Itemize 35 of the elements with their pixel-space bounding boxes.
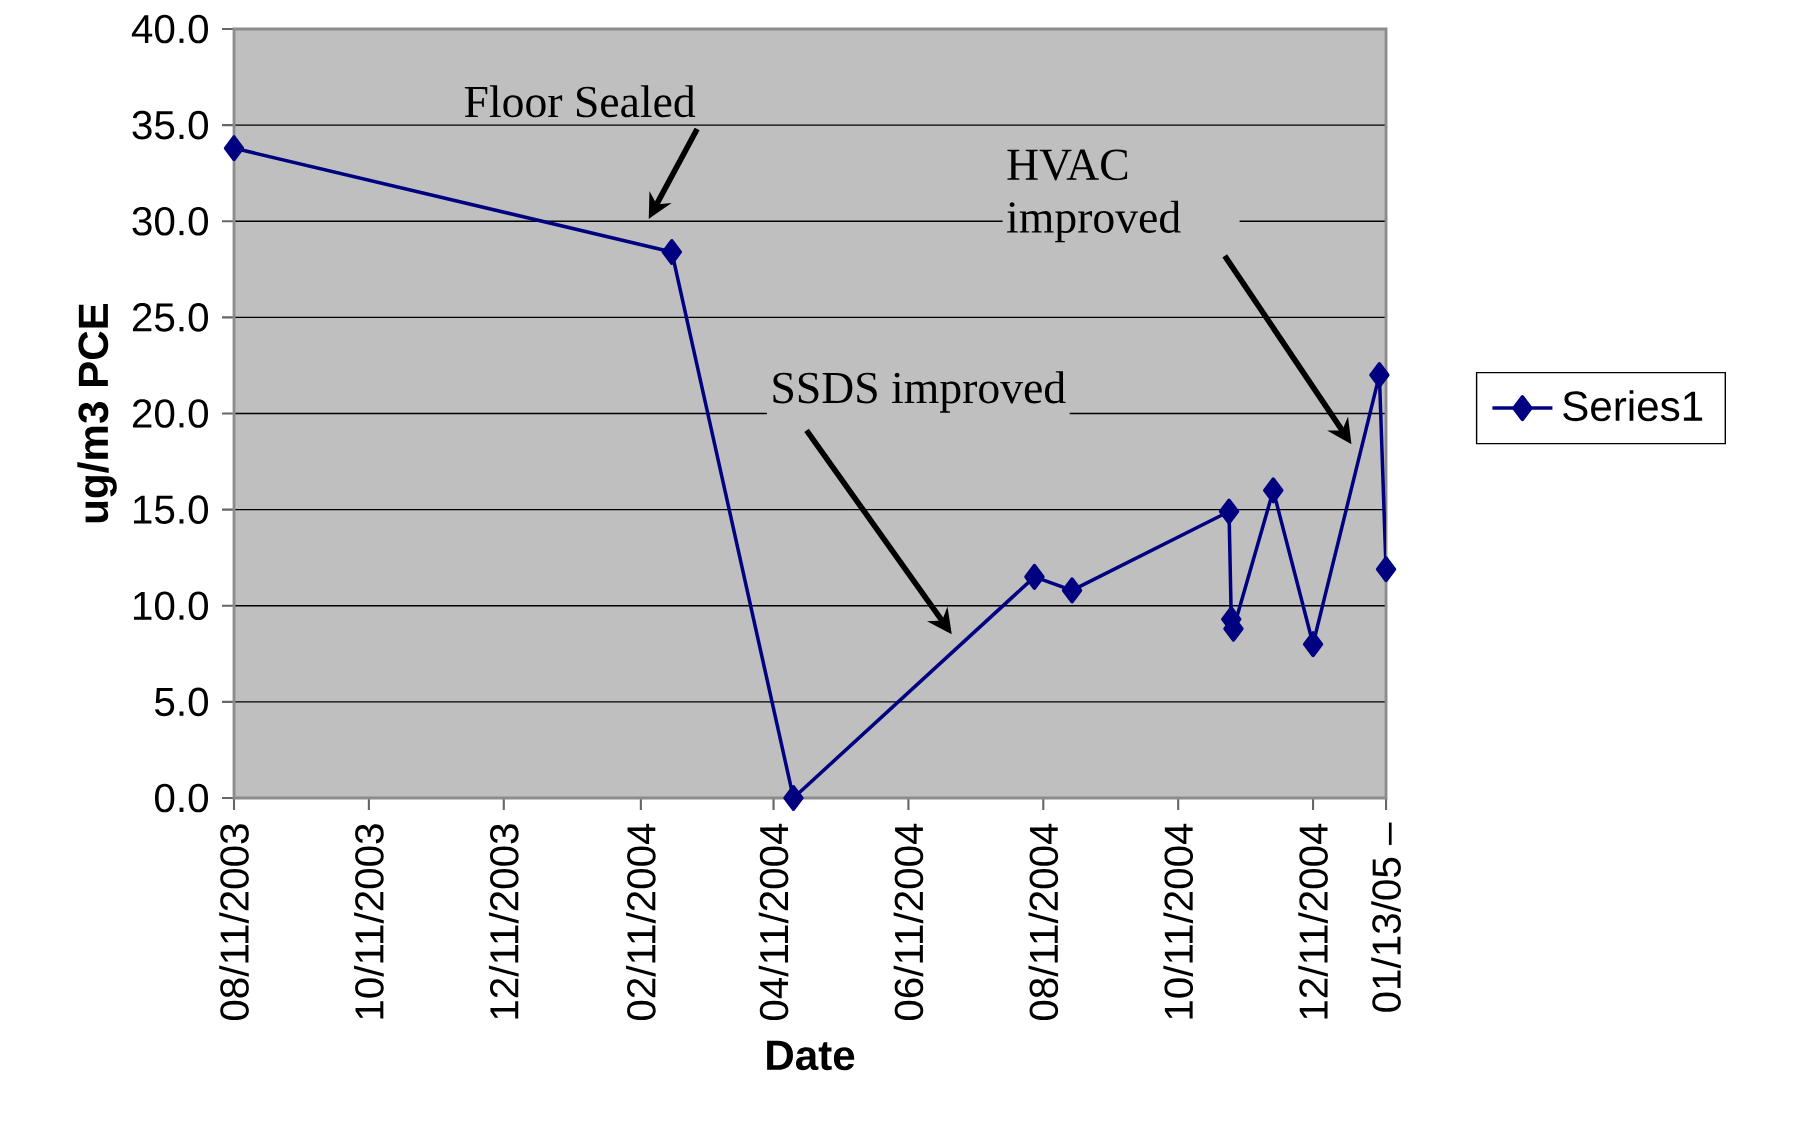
x-tick-label: 08/11/2003 [219,824,249,1021]
y-tick-label: 25.0 [132,303,208,332]
x-tick-label: 10/11/2004 [1163,823,1194,1019]
point [1218,498,1240,525]
point [1375,556,1397,583]
x-tick-label: 06/11/2004 [893,823,924,1021]
x-tick-label: 12/11/2004 [1298,823,1328,1019]
annotation: HVAC improved [1007,149,1181,243]
annotation: Floor Sealed [464,85,696,118]
y-tick-label: 35.0 [132,110,208,140]
y-tick-label: 30.0 [132,206,208,236]
x-tick-label: 01/13/05 – [1371,822,1401,1012]
y-tick-label: 15.0 [134,495,208,524]
point [1369,362,1390,389]
point [1024,563,1045,590]
y-axis-title: ug/m3 PCE [77,303,117,523]
x-tick-label: 10/11/2003 [354,824,384,1019]
annotation: SSDS improved [773,371,1066,413]
point [661,239,683,266]
x-tick-label: 04/11/2004 [758,823,789,1021]
y-tick-label: 5.0 [155,687,208,717]
x-tick-label: 08/11/2004 [1028,823,1059,1021]
y-tick-label: 0.0 [155,783,208,813]
point [1263,477,1284,504]
y-tick-label: 10.0 [134,591,208,621]
x-axis-title: Date [767,1040,855,1071]
point [223,135,245,162]
y-tick-label: 40.0 [131,14,208,44]
y-tick-label: 20.0 [132,399,208,428]
point [1061,577,1083,604]
point [1302,631,1324,658]
point [783,784,804,811]
legend-label: Series1 [1563,390,1703,422]
x-tick-label: 02/11/2004 [626,823,656,1021]
x-tick-label: 12/11/2003 [488,824,519,1019]
